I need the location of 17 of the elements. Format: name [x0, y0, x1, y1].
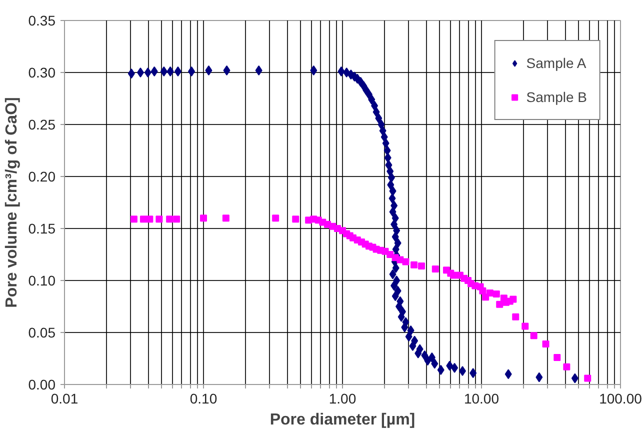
- y-tick-label: 0.30: [28, 64, 56, 80]
- x-axis-title: Pore diameter [µm]: [270, 412, 416, 428]
- y-tick-label: 0.10: [28, 272, 56, 288]
- x-tick-label: 0.10: [190, 390, 218, 406]
- y-tick-label: 0.05: [28, 324, 56, 340]
- x-tick-label: 10.00: [464, 390, 500, 406]
- x-tick-label: 100.00: [599, 390, 642, 406]
- y-tick-label: 0.35: [28, 12, 56, 28]
- y-tick-label: 0.25: [28, 116, 56, 132]
- y-tick-label: 0.00: [28, 376, 56, 392]
- legend-label: Sample B: [526, 89, 587, 105]
- x-tick-label: 0.01: [50, 390, 78, 406]
- y-tick-label: 0.20: [28, 168, 56, 184]
- legend-label: Sample A: [526, 55, 586, 71]
- y-axis-title: Pore volume [cm³/g of CaO]: [3, 97, 20, 308]
- x-tick-label: 1.00: [328, 390, 356, 406]
- y-tick-label: 0.15: [28, 220, 56, 236]
